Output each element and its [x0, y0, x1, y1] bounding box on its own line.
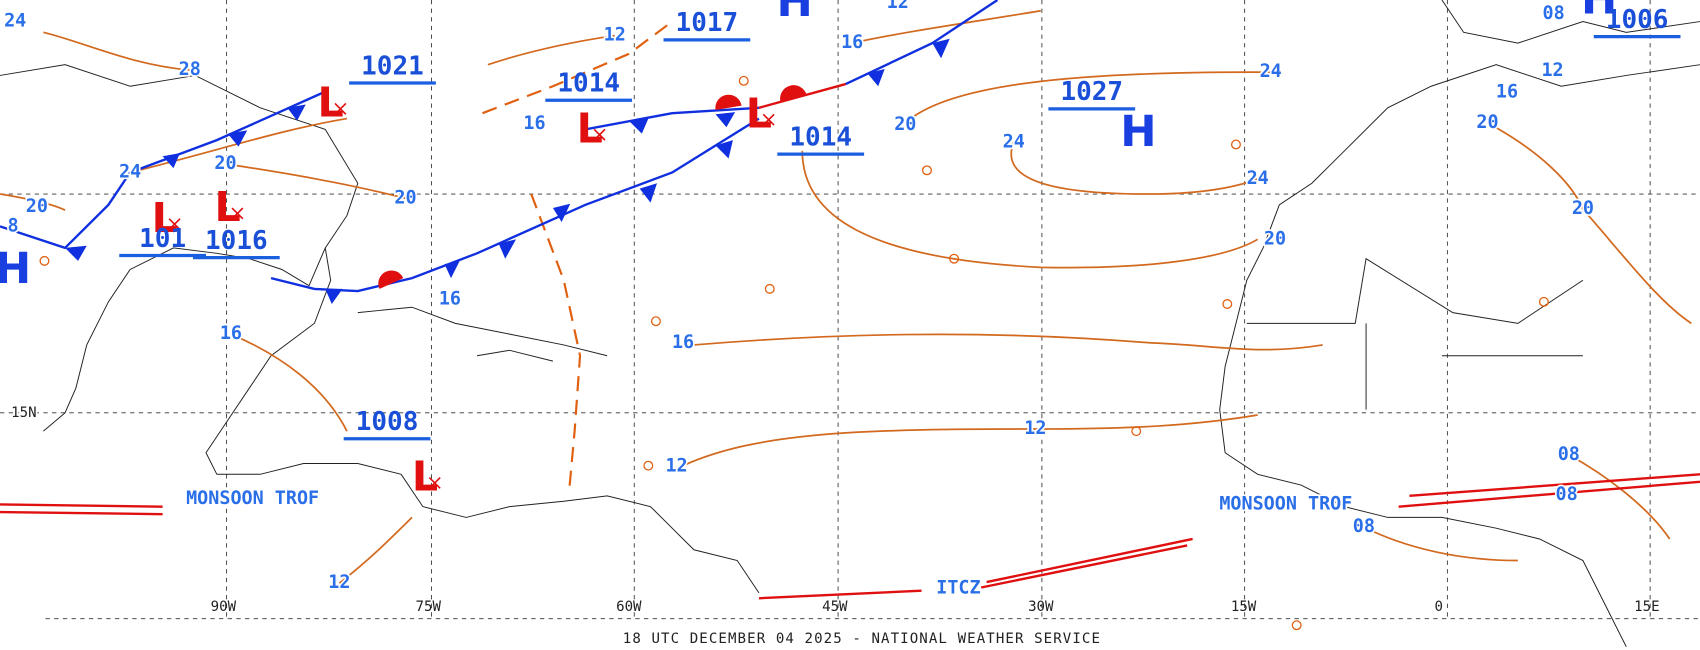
pressure-label: 1006: [1606, 5, 1669, 35]
isobar-label: 16: [220, 323, 242, 344]
longitude-label: 60W: [616, 599, 642, 615]
pressure-label: 1021: [361, 51, 424, 81]
isobar-label: 08: [1353, 516, 1375, 537]
longitude-label: 15W: [1231, 599, 1257, 615]
station-plots: [39, 75, 1549, 631]
isobar-label: 20: [894, 114, 916, 135]
longitude-label: 30W: [1028, 599, 1054, 615]
isobar-label: 08: [1543, 3, 1565, 24]
isobar-label: 20: [394, 187, 416, 208]
lat-lon-grid: [0, 0, 1700, 620]
pressure-label: 1016: [205, 226, 268, 256]
isobar-label: 28: [179, 59, 201, 80]
pressure-label: 1017: [676, 8, 739, 38]
footer: 18 UTC DECEMBER 04 2025 - NATIONAL WEATH…: [623, 631, 1101, 647]
low-center: L: [152, 194, 178, 242]
high-center: H: [777, 0, 813, 27]
pressure-label: 1014: [557, 69, 620, 99]
isobar-label: 20: [1264, 228, 1286, 249]
low-cross: [231, 207, 244, 220]
isobar-label: 16: [523, 113, 545, 134]
longitude-label: 0: [1434, 599, 1442, 615]
isobar-label: 12: [328, 572, 350, 593]
isobar-label: 20: [214, 153, 236, 174]
isobar-label: 20: [1572, 198, 1594, 219]
low-center: L: [412, 453, 438, 501]
isobar-label: 12: [1024, 418, 1046, 439]
isobar-label: 16: [1496, 82, 1518, 103]
feature-label: ITCZ: [936, 578, 980, 599]
low-center: L: [318, 79, 344, 127]
low-cross: [428, 476, 441, 489]
low-cross: [168, 218, 181, 231]
pressure-label: 1027: [1060, 77, 1123, 107]
pressure-label: 1014: [789, 123, 852, 153]
isobar-label: 12: [1541, 60, 1563, 81]
low-center: L: [577, 105, 603, 153]
isobar-label: 8: [7, 215, 18, 236]
feature-label: MONSOON TROF: [186, 488, 319, 509]
low-cross: [593, 128, 606, 141]
isobar-label: 24: [119, 162, 141, 183]
latitude-label: 15N: [11, 405, 36, 421]
isobars: [0, 9, 1692, 584]
isobar-label: 12: [604, 25, 626, 46]
high-center: H: [1581, 0, 1617, 25]
troughs: [482, 20, 673, 491]
low-cross: [762, 113, 775, 126]
isobar-label: 24: [4, 11, 26, 32]
isobar-label: 20: [1476, 112, 1498, 133]
pressure-label: 1008: [356, 407, 419, 437]
high-center: H: [1120, 107, 1156, 157]
isobar-label: 24: [1003, 131, 1025, 152]
isobar-label: 20: [26, 196, 48, 217]
fronts: [0, 0, 1700, 600]
feature-label: MONSOON TROF: [1219, 494, 1352, 515]
pressure-label: 101: [139, 224, 186, 254]
longitude-label: 75W: [416, 599, 442, 615]
low-center: L: [746, 89, 772, 137]
isobar-label: 12: [665, 456, 687, 477]
low-center: L: [215, 183, 241, 231]
isobar-label: 12: [887, 0, 909, 13]
isobar-label: 16: [841, 32, 863, 53]
isobar-label: 08: [1556, 484, 1578, 505]
isobar-label: 24: [1260, 61, 1282, 82]
longitude-label: 45W: [822, 599, 848, 615]
isobar-label: 16: [672, 332, 694, 353]
isobar-label: 24: [1247, 168, 1269, 189]
isobar-label: 08: [1558, 444, 1580, 465]
isobar-label: 16: [439, 289, 461, 310]
longitude-label: 15E: [1634, 599, 1659, 615]
low-cross: [334, 102, 347, 115]
high-center: H: [0, 244, 31, 294]
longitude-label: 90W: [211, 599, 237, 615]
